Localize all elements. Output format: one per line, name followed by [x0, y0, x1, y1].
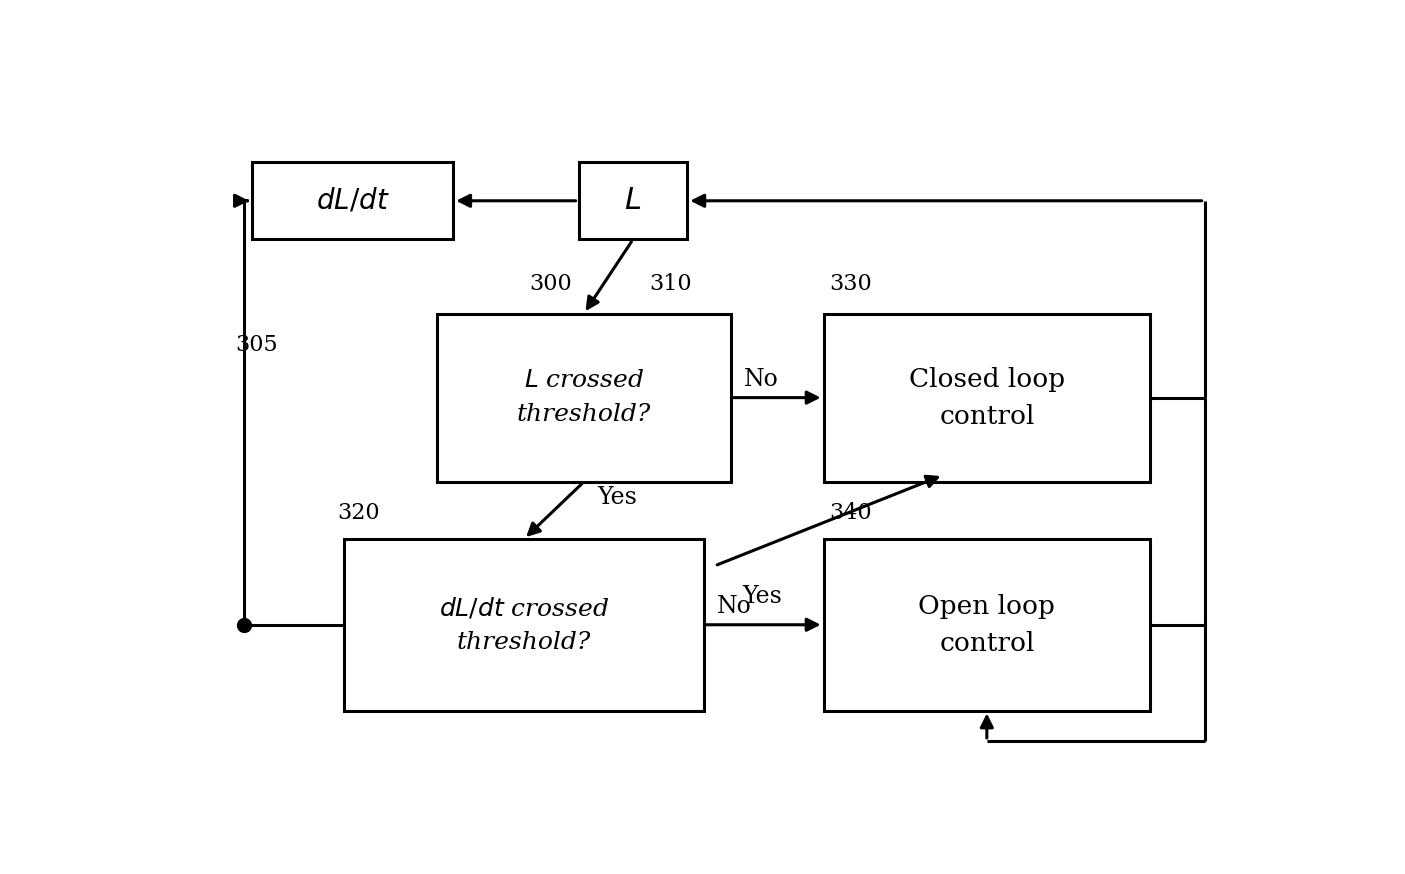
Text: 340: 340 — [829, 502, 871, 524]
Text: $L$ crossed
threshold?: $L$ crossed threshold? — [517, 369, 651, 426]
Text: 320: 320 — [337, 502, 379, 524]
Text: 300: 300 — [530, 273, 572, 295]
FancyBboxPatch shape — [823, 314, 1151, 482]
Text: Open loop
control: Open loop control — [919, 593, 1055, 656]
Text: $dL/dt$: $dL/dt$ — [316, 187, 389, 215]
Text: $dL/dt$ crossed
threshold?: $dL/dt$ crossed threshold? — [438, 595, 610, 654]
Text: No: No — [717, 594, 752, 618]
Text: Closed loop
control: Closed loop control — [909, 366, 1065, 428]
FancyBboxPatch shape — [344, 539, 704, 711]
Text: 330: 330 — [829, 273, 871, 295]
FancyBboxPatch shape — [579, 162, 687, 239]
Text: No: No — [745, 367, 778, 391]
FancyBboxPatch shape — [251, 162, 454, 239]
Text: 310: 310 — [649, 273, 691, 295]
FancyBboxPatch shape — [437, 314, 731, 482]
FancyBboxPatch shape — [823, 539, 1151, 711]
Text: Yes: Yes — [742, 585, 781, 608]
Text: 305: 305 — [236, 334, 278, 356]
Text: $L$: $L$ — [624, 185, 642, 216]
Text: Yes: Yes — [597, 486, 636, 509]
